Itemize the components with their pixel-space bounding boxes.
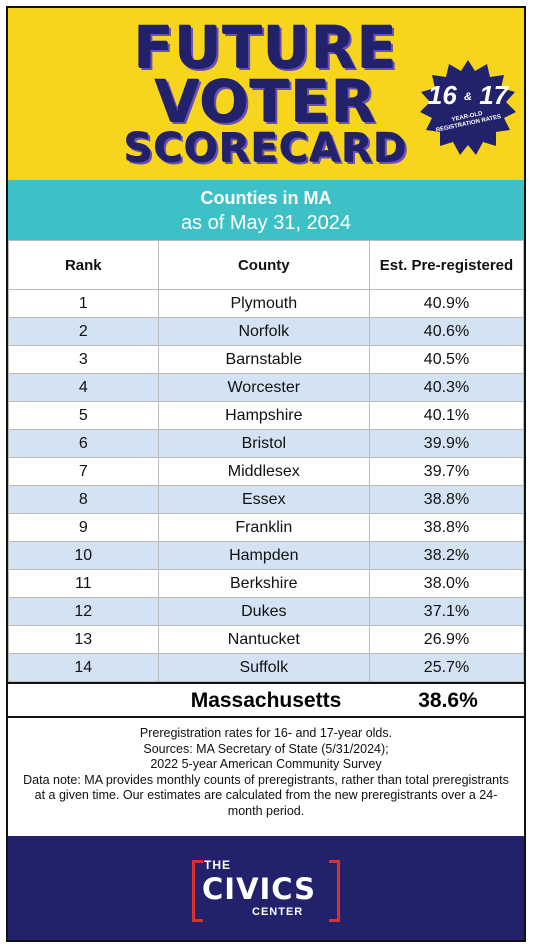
cell-county: Worcester bbox=[157, 373, 370, 402]
cell-rank: 8 bbox=[8, 485, 159, 514]
table-row: 13 Nantucket 26.9% bbox=[8, 625, 524, 654]
table-row: 12 Dukes 37.1% bbox=[8, 597, 524, 626]
cell-rank: 4 bbox=[8, 373, 159, 402]
col-header-rate: Est. Pre-registered bbox=[368, 240, 524, 290]
cell-rank: 13 bbox=[8, 625, 159, 654]
cell-rate: 37.1% bbox=[368, 597, 524, 626]
badge-num-16: 16 bbox=[427, 80, 457, 110]
cell-rank: 3 bbox=[8, 345, 159, 374]
cell-county: Hampden bbox=[157, 541, 370, 570]
badge-ages: 16 & 17 bbox=[418, 80, 518, 111]
cell-rank: 11 bbox=[8, 569, 159, 598]
cell-rate: 38.0% bbox=[368, 569, 524, 598]
logo-the: THE bbox=[204, 858, 231, 872]
table-row: 2 Norfolk 40.6% bbox=[8, 317, 524, 346]
note-line-3: 2022 5-year American Community Survey bbox=[150, 757, 382, 771]
table-row: 4 Worcester 40.3% bbox=[8, 373, 524, 402]
cell-county: Berkshire bbox=[157, 569, 370, 598]
cell-rate: 25.7% bbox=[368, 653, 524, 682]
cell-county: Franklin bbox=[157, 513, 370, 542]
cell-rate: 38.2% bbox=[368, 541, 524, 570]
table-row: 10 Hampden 38.2% bbox=[8, 541, 524, 570]
cell-county: Suffolk bbox=[157, 653, 370, 682]
subhead-title: Counties in MA bbox=[200, 188, 332, 208]
cell-rank: 14 bbox=[8, 653, 159, 682]
table-row: 14 Suffolk 25.7% bbox=[8, 653, 524, 682]
table-row: 11 Berkshire 38.0% bbox=[8, 569, 524, 598]
cell-rate: 39.7% bbox=[368, 457, 524, 486]
table-row: 6 Bristol 39.9% bbox=[8, 429, 524, 458]
logo-center: CENTER bbox=[252, 906, 304, 918]
cell-county: Bristol bbox=[157, 429, 370, 458]
cell-rate: 40.9% bbox=[368, 289, 524, 318]
logo-bracket-right bbox=[329, 860, 340, 922]
state-rate: 38.6% bbox=[418, 689, 478, 712]
table-row: 1 Plymouth 40.9% bbox=[8, 289, 524, 318]
col-header-county: County bbox=[157, 240, 370, 290]
col-header-rank: Rank bbox=[8, 240, 159, 290]
cell-county: Middlesex bbox=[157, 457, 370, 486]
logo-civics: CIVICS bbox=[202, 872, 317, 906]
footer-banner: THE CIVICS CENTER bbox=[8, 836, 524, 940]
logo-bracket-left bbox=[192, 860, 203, 922]
header-banner: FUTURE VOTER SCORECARD 16 & 17 YEAR-OLD … bbox=[8, 8, 524, 180]
cell-rank: 1 bbox=[8, 289, 159, 318]
cell-rate: 26.9% bbox=[368, 625, 524, 654]
note-line-2: Sources: MA Secretary of State (5/31/202… bbox=[143, 741, 389, 756]
cell-rank: 5 bbox=[8, 401, 159, 430]
county-table: Rank County Est. Pre-registered 1 Plymout… bbox=[8, 240, 524, 682]
cell-rank: 6 bbox=[8, 429, 159, 458]
cell-county: Nantucket bbox=[157, 625, 370, 654]
title-line-future: FUTURE bbox=[134, 14, 398, 82]
cell-rate: 39.9% bbox=[368, 429, 524, 458]
title-line-voter: VOTER bbox=[154, 68, 378, 136]
cell-rank: 9 bbox=[8, 513, 159, 542]
table-row: 9 Franklin 38.8% bbox=[8, 513, 524, 542]
subhead-banner: Counties in MA as of May 31, 2024 bbox=[8, 180, 524, 240]
state-total-row: Massachusetts 38.6% bbox=[8, 682, 524, 718]
cell-rate: 38.8% bbox=[368, 513, 524, 542]
cell-rate: 40.5% bbox=[368, 345, 524, 374]
subhead-date: as of May 31, 2024 bbox=[180, 212, 352, 234]
civics-center-logo: THE CIVICS CENTER bbox=[192, 858, 340, 924]
badge-amp: & bbox=[464, 91, 472, 104]
cell-rank: 10 bbox=[8, 541, 159, 570]
note-line-4: Data note: MA provides monthly counts of… bbox=[23, 772, 509, 818]
cell-county: Barnstable bbox=[157, 345, 370, 374]
badge-num-17: 17 bbox=[479, 80, 509, 110]
cell-county: Plymouth bbox=[157, 289, 370, 318]
cell-rate: 38.8% bbox=[368, 485, 524, 514]
table-row: 8 Essex 38.8% bbox=[8, 485, 524, 514]
cell-rate: 40.6% bbox=[368, 317, 524, 346]
table-body: 1 Plymouth 40.9% 2 Norfolk 40.6% 3 Barnstable 40… bbox=[8, 289, 524, 682]
cell-county: Norfolk bbox=[157, 317, 370, 346]
note-line-1: Preregistration rates for 16- and 17-yea… bbox=[139, 726, 393, 740]
cell-county: Essex bbox=[157, 485, 370, 514]
source-notes: Preregistration rates for 16- and 17-yea… bbox=[22, 726, 510, 819]
cell-county: Hampshire bbox=[157, 401, 370, 430]
cell-county: Dukes bbox=[157, 597, 370, 626]
title-line-scorecard: SCORECARD bbox=[124, 126, 408, 172]
cell-rank: 12 bbox=[8, 597, 159, 626]
table-row: 5 Hampshire 40.1% bbox=[8, 401, 524, 430]
table-row: 3 Barnstable 40.5% bbox=[8, 345, 524, 374]
table-row: 7 Middlesex 39.7% bbox=[8, 457, 524, 486]
cell-rate: 40.1% bbox=[368, 401, 524, 430]
state-name: Massachusetts bbox=[190, 689, 342, 712]
scorecard-card: FUTURE VOTER SCORECARD 16 & 17 YEAR-OLD … bbox=[6, 6, 526, 942]
table-header-row: Rank County Est. Pre-registered bbox=[8, 240, 524, 290]
cell-rank: 7 bbox=[8, 457, 159, 486]
cell-rank: 2 bbox=[8, 317, 159, 346]
age-badge-icon bbox=[420, 60, 516, 155]
cell-rate: 40.3% bbox=[368, 373, 524, 402]
